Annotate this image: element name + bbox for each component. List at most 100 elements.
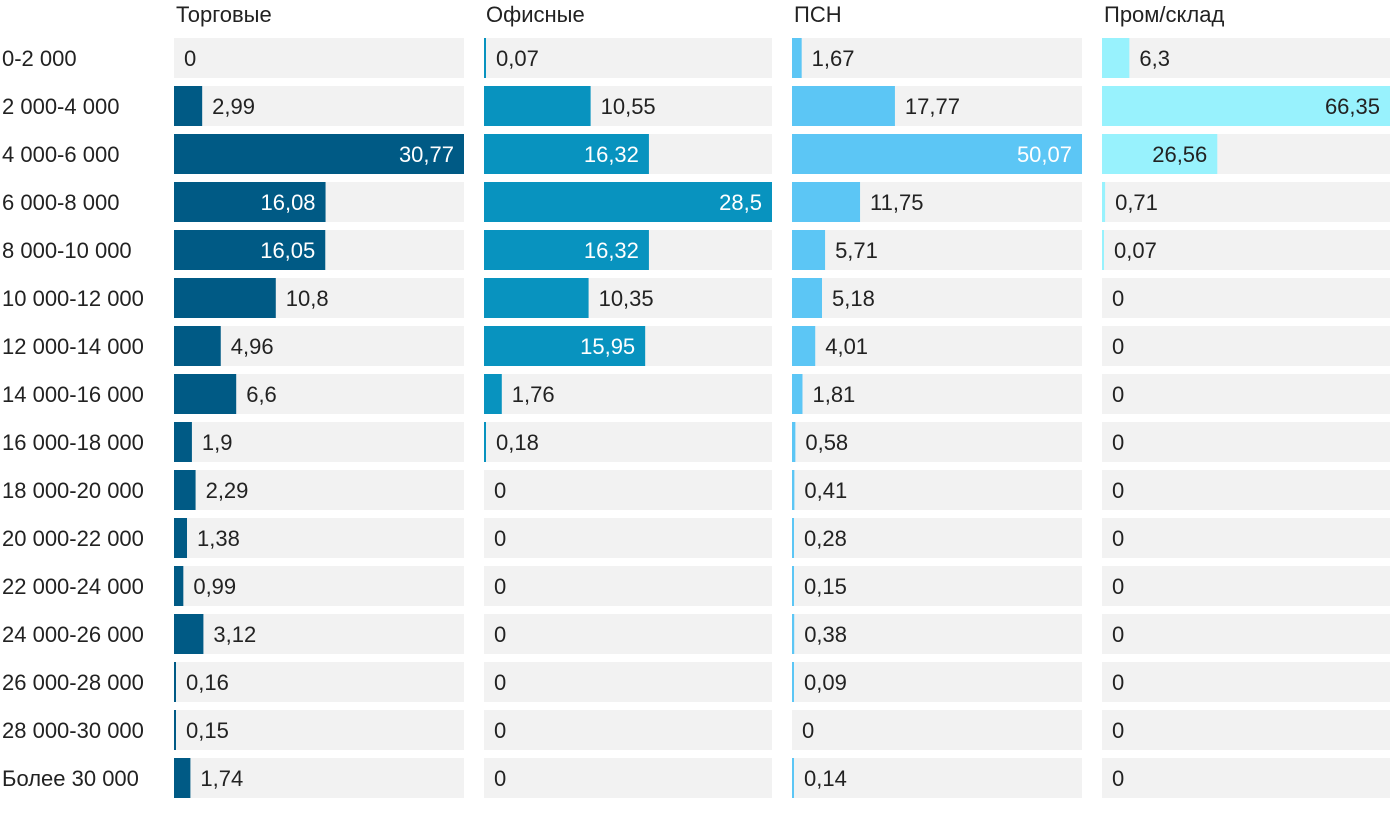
panel-header: ПСН — [794, 2, 842, 27]
panel-офисные: Офисные 0,07 10,55 16,32 28,5 16,32 10,35 15,95… — [484, 2, 772, 798]
bar — [174, 710, 176, 750]
category-label-9: 18 000-20 000 — [2, 478, 144, 503]
bar-track — [792, 38, 1082, 78]
bar — [174, 230, 326, 270]
panel-header: Торговые — [176, 2, 272, 27]
bar-track — [174, 86, 464, 126]
data-label: 28,5 — [719, 190, 762, 215]
category-label-8: 16 000-18 000 — [2, 430, 144, 455]
bar-track — [792, 758, 1082, 798]
data-label: 3,12 — [213, 622, 256, 647]
bar — [484, 86, 591, 126]
data-label: 1,38 — [197, 526, 240, 551]
data-label: 0 — [1112, 766, 1124, 791]
bar — [792, 758, 794, 798]
data-label: 0 — [184, 46, 196, 71]
bar-track — [484, 374, 772, 414]
bar-track — [174, 470, 464, 510]
bar — [174, 278, 276, 318]
data-label: 0 — [494, 622, 506, 647]
bar-track — [174, 518, 464, 558]
data-label: 10,55 — [601, 94, 656, 119]
bar-track — [1102, 662, 1390, 702]
bar-track — [792, 470, 1082, 510]
bar-track — [792, 518, 1082, 558]
bar-track — [792, 662, 1082, 702]
category-label-2: 4 000-6 000 — [2, 142, 119, 167]
category-label-1: 2 000-4 000 — [2, 94, 119, 119]
bar — [174, 326, 221, 366]
bar-track — [484, 566, 772, 606]
data-label: 0,99 — [193, 574, 236, 599]
bar — [174, 422, 192, 462]
data-label: 6,6 — [246, 382, 277, 407]
bar-track — [792, 374, 1082, 414]
bar — [1102, 38, 1130, 78]
bar-track — [792, 614, 1082, 654]
data-label: 0,38 — [804, 622, 847, 647]
bar-track — [1102, 470, 1390, 510]
bar — [792, 182, 861, 222]
data-label: 0,41 — [804, 478, 847, 503]
category-label-5: 10 000-12 000 — [2, 286, 144, 311]
category-label-4: 8 000-10 000 — [2, 238, 132, 263]
bar — [484, 278, 589, 318]
data-label: 4,01 — [825, 334, 868, 359]
bar — [174, 470, 196, 510]
bar-track — [174, 422, 464, 462]
bar — [174, 374, 237, 414]
category-label-13: 26 000-28 000 — [2, 670, 144, 695]
data-label: 10,8 — [286, 286, 329, 311]
bar — [792, 422, 796, 462]
bar-track — [792, 278, 1082, 318]
bar — [792, 518, 794, 558]
bar — [792, 326, 816, 366]
bar — [484, 134, 649, 174]
data-label: 0 — [494, 766, 506, 791]
bar-track — [484, 710, 772, 750]
data-label: 0,14 — [804, 766, 847, 791]
bar — [792, 38, 802, 78]
data-label: 2,99 — [212, 94, 255, 119]
bar-track — [1102, 278, 1390, 318]
bar — [174, 182, 326, 222]
chart-panels: Торговые 0 2,99 30,77 16,08 16,05 10,8 4,96 6,6 1… — [174, 2, 1390, 798]
bar — [484, 326, 646, 366]
data-label: 16,08 — [260, 190, 315, 215]
panel-header: Пром/склад — [1104, 2, 1224, 27]
category-label-7: 14 000-16 000 — [2, 382, 144, 407]
data-label: 0 — [1112, 622, 1124, 647]
bar-track — [174, 710, 464, 750]
bar — [792, 278, 823, 318]
bar — [792, 614, 795, 654]
bar — [174, 518, 188, 558]
data-label: 0 — [1112, 574, 1124, 599]
data-label: 6,3 — [1139, 46, 1170, 71]
data-label: 1,9 — [202, 430, 233, 455]
data-label: 0 — [1112, 382, 1124, 407]
data-label: 0,16 — [186, 670, 229, 695]
bar-track — [1102, 758, 1390, 798]
data-label: 0 — [1112, 286, 1124, 311]
data-label: 0 — [494, 574, 506, 599]
bar-track — [174, 326, 464, 366]
bar — [174, 614, 204, 654]
bar — [174, 566, 184, 606]
category-label-11: 22 000-24 000 — [2, 574, 144, 599]
bar-track — [174, 38, 464, 78]
data-label: 1,76 — [512, 382, 555, 407]
bar — [792, 134, 1082, 174]
bar-track — [1102, 182, 1390, 222]
bar-track — [484, 614, 772, 654]
data-label: 0 — [1112, 478, 1124, 503]
data-label: 0,71 — [1115, 190, 1158, 215]
data-label: 16,05 — [260, 238, 315, 263]
category-label-14: 28 000-30 000 — [2, 718, 144, 743]
data-label: 11,75 — [870, 190, 923, 215]
bar — [484, 230, 649, 270]
bar — [792, 662, 794, 702]
bar — [174, 758, 191, 798]
category-labels: 0-2 000 2 000-4 000 4 000-6 000 6 000-8 000… — [2, 46, 144, 791]
data-label: 0,07 — [1114, 238, 1157, 263]
